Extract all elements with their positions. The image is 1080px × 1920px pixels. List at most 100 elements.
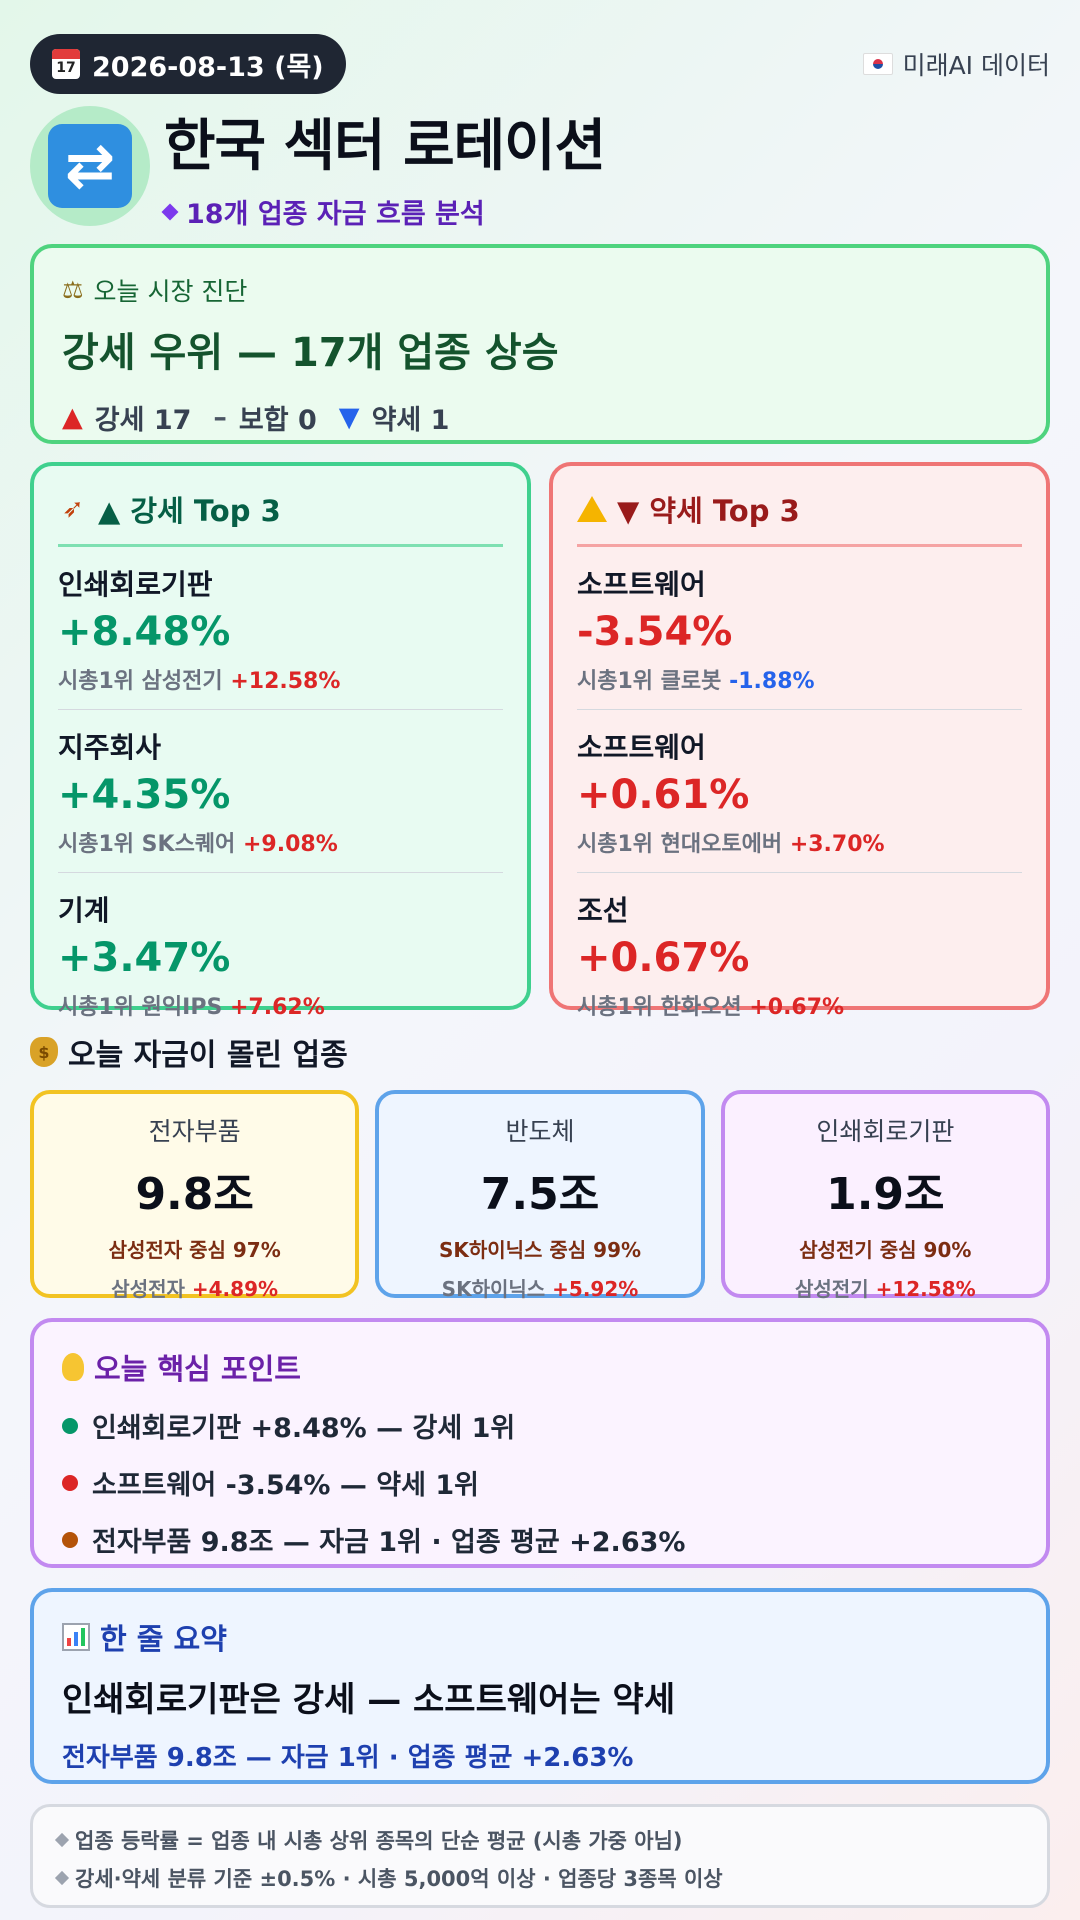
money-stock: SK하이닉스 +5.92% (379, 1273, 700, 1302)
money-amount: 1.9조 (826, 1169, 945, 1220)
money-stock-change: +4.89% (191, 1277, 279, 1301)
money-focus: SK하이닉스 중심 99% (438, 1238, 642, 1262)
sector-name: 소프트웨어 (577, 568, 706, 601)
list-item: 소프트웨어 -3.54% 시총1위 클로봇 -1.88% (577, 547, 1022, 710)
footnote: 강세·약세 분류 기준 ±0.5% · 시총 5,000억 이상 · 업종당 3… (54, 1863, 1023, 1893)
diamond-icon (161, 203, 179, 220)
point-text: 인쇄회로기판 +8.48% — 강세 1위 (92, 1413, 516, 1444)
list-item: 지주회사 +4.35% 시총1위 SK스퀘어 +9.08% (58, 710, 503, 873)
list-item: 조선 +0.67% 시총1위 한화오션 +0.67% (577, 873, 1022, 1035)
money-bag-icon: $ (30, 1037, 58, 1067)
money-stock-change: +5.92% (552, 1277, 639, 1301)
list-item: 소프트웨어 -3.54% — 약세 1위 (62, 1463, 1018, 1502)
money-card: 인쇄회로기판 1.9조 삼성전기 중심 90% 삼성전기 +12.58% (720, 1090, 1050, 1301)
sector-name: 조선 (577, 894, 629, 927)
list-item: 인쇄회로기판 +8.48% — 강세 1위 (62, 1406, 1018, 1445)
point-text: 소프트웨어 -3.54% — 약세 1위 (92, 1470, 479, 1501)
sector-change: +4.35% (58, 772, 231, 818)
title-badge: ⇄ (30, 106, 150, 226)
sector-change: +0.67% (577, 935, 750, 981)
scale-icon: ⚖ (62, 276, 84, 304)
diagnosis-headline: 강세 우위 — 17개 업종 상승 (62, 330, 559, 376)
top3-grid: ➶ ▲ 강세 Top 3 인쇄회로기판 +8.48% 시총1위 삼성전기 +12… (30, 462, 1050, 1020)
sector-change: +0.61% (577, 772, 750, 818)
leader-name: 시총1위 삼성전기 (58, 669, 223, 694)
lightbulb-icon (62, 1353, 84, 1381)
leader-name: 시총1위 SK스퀘어 (58, 832, 236, 857)
weak-top3-card: ▼ 약세 Top 3 소프트웨어 -3.54% 시총1위 클로봇 -1.88% … (549, 462, 1050, 1020)
sector-change: +8.48% (58, 609, 231, 655)
sector-leader: 시총1위 한화오션 +0.67% (577, 989, 1022, 1021)
rotation-arrows-icon: ⇄ (48, 124, 132, 208)
money-stock: 삼성전자 +4.89% (34, 1273, 355, 1302)
korea-flag-icon (862, 53, 893, 75)
sector-change: -3.54% (577, 609, 733, 655)
footnote-text: 강세·약세 분류 기준 ±0.5% · 시총 5,000억 이상 · 업종당 3… (75, 1867, 723, 1891)
sector-name: 소프트웨어 (577, 731, 706, 764)
diamond-icon (54, 1870, 70, 1886)
point-text: 전자부품 9.8조 — 자금 1위 · 업종 평균 +2.63% (92, 1527, 686, 1558)
green-dot-icon (62, 1417, 78, 1434)
sector-leader: 시총1위 SK스퀘어 +9.08% (58, 826, 503, 858)
leader-name: 시총1위 현대오토에버 (577, 832, 783, 857)
key-points-card: 오늘 핵심 포인트 인쇄회로기판 +8.48% — 강세 1위 소프트웨어 -3… (30, 1318, 1050, 1568)
diagnosis-label-text: 오늘 시장 진단 (93, 277, 248, 306)
money-sector-name: 전자부품 (148, 1117, 241, 1146)
money-stock-change: +12.58% (875, 1277, 976, 1301)
diamond-icon (54, 1832, 70, 1848)
money-stock-name: 삼성전자 (111, 1277, 185, 1301)
money-card: 반도체 7.5조 SK하이닉스 중심 99% SK하이닉스 +5.92% (375, 1090, 705, 1301)
flat-dash-icon: – (213, 402, 227, 433)
market-diagnosis-card: ⚖ 오늘 시장 진단 강세 우위 — 17개 업종 상승 ▲ 강세 17 – 보… (30, 244, 1050, 444)
money-amount: 7.5조 (480, 1169, 600, 1220)
money-focus: 삼성전기 중심 90% (799, 1238, 972, 1262)
key-points-title: 오늘 핵심 포인트 (62, 1346, 1018, 1388)
list-item: 인쇄회로기판 +8.48% 시총1위 삼성전기 +12.58% (58, 547, 503, 710)
money-stock: 삼성전기 +12.58% (725, 1273, 1046, 1302)
leader-change: +3.70% (789, 832, 885, 857)
diagnosis-label: ⚖ 오늘 시장 진단 (62, 272, 1018, 308)
weak-count: 약세 1 (371, 405, 450, 436)
leader-name: 시총1위 클로봇 (577, 669, 722, 694)
diagnosis-stats: ▲ 강세 17 – 보합 0 ▼ 약세 1 (62, 398, 1018, 437)
leader-change: +9.08% (242, 832, 338, 857)
page-title: 한국 섹터 로테이션 (164, 114, 606, 179)
topbar: 17 2026-08-13 (목) 미래AI 데이터 (30, 34, 1050, 94)
money-flow-title-text: 오늘 자금이 몰린 업종 (68, 1038, 348, 1073)
sector-name: 인쇄회로기판 (58, 568, 213, 601)
money-sector-name: 반도체 (505, 1117, 575, 1146)
key-points-title-text: 오늘 핵심 포인트 (94, 1352, 301, 1386)
money-flow-grid: 전자부품 9.8조 삼성전자 중심 97% 삼성전자 +4.89% 반도체 7.… (30, 1090, 1050, 1301)
rocket-icon: ➶ (62, 494, 84, 524)
sector-leader: 시총1위 원익IPS +7.62% (58, 989, 503, 1021)
sector-name: 지주회사 (58, 731, 162, 764)
sector-leader: 시총1위 현대오토에버 +3.70% (577, 826, 1022, 858)
page-subtitle: 18개 업종 자금 흐름 분석 (161, 192, 605, 231)
sector-change: +3.47% (58, 935, 231, 981)
leader-change: +0.67% (749, 995, 845, 1020)
strong-top3-title: ➶ ▲ 강세 Top 3 (58, 488, 503, 547)
bar-chart-icon (62, 1623, 90, 1651)
sector-leader: 시총1위 클로봇 -1.88% (577, 663, 1022, 695)
leader-name: 시총1위 원익IPS (58, 995, 223, 1020)
weak-top3-title: ▼ 약세 Top 3 (577, 488, 1022, 547)
summary-card: 한 줄 요약 인쇄회로기판은 강세 — 소프트웨어는 약세 전자부품 9.8조 … (30, 1588, 1050, 1784)
summary-headline: 인쇄회로기판은 강세 — 소프트웨어는 약세 (62, 1680, 676, 1720)
money-stock-name: SK하이닉스 (441, 1277, 546, 1301)
neutral-count: 보합 0 (238, 405, 317, 436)
money-stock-name: 삼성전기 (795, 1277, 869, 1301)
summary-label-text: 한 줄 요약 (100, 1622, 227, 1656)
leader-change: -1.88% (729, 669, 815, 694)
money-sector-name: 인쇄회로기판 (816, 1117, 955, 1146)
summary-label: 한 줄 요약 (62, 1616, 1018, 1658)
up-triangle-icon: ▲ (62, 402, 83, 433)
orange-dot-icon (62, 1531, 78, 1548)
list-item: 기계 +3.47% 시총1위 원익IPS +7.62% (58, 873, 503, 1035)
footnote: 업종 등락률 = 업종 내 시총 상위 종목의 단순 평균 (시총 가중 아님) (54, 1825, 1023, 1855)
date-pill: 17 2026-08-13 (목) (30, 34, 346, 94)
subtitle-text: 18개 업종 자금 흐름 분석 (186, 199, 485, 230)
leader-change: +12.58% (230, 669, 341, 694)
down-triangle-icon: ▼ (338, 402, 360, 433)
strong-top3-title-text: ▲ 강세 Top 3 (98, 494, 281, 528)
sector-name: 기계 (58, 894, 110, 927)
